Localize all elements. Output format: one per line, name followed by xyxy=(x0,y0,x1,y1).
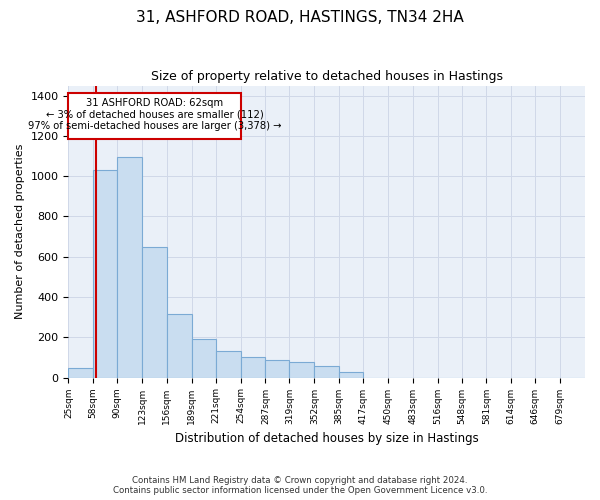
Bar xyxy=(265,360,289,378)
Text: 97% of semi-detached houses are larger (3,378) →: 97% of semi-detached houses are larger (… xyxy=(28,121,281,131)
Bar xyxy=(117,157,142,378)
Bar xyxy=(93,170,117,378)
Bar xyxy=(241,358,265,378)
Title: Size of property relative to detached houses in Hastings: Size of property relative to detached ho… xyxy=(151,70,503,83)
Y-axis label: Number of detached properties: Number of detached properties xyxy=(15,144,25,320)
Bar xyxy=(68,92,241,139)
Bar xyxy=(167,314,192,378)
Bar xyxy=(142,246,167,378)
Text: Contains HM Land Registry data © Crown copyright and database right 2024.
Contai: Contains HM Land Registry data © Crown c… xyxy=(113,476,487,495)
Bar xyxy=(339,372,363,378)
Bar xyxy=(289,362,314,378)
Bar xyxy=(216,352,241,378)
Bar xyxy=(314,366,339,378)
Text: 31, ASHFORD ROAD, HASTINGS, TN34 2HA: 31, ASHFORD ROAD, HASTINGS, TN34 2HA xyxy=(136,10,464,25)
Text: 31 ASHFORD ROAD: 62sqm: 31 ASHFORD ROAD: 62sqm xyxy=(86,98,223,108)
Text: ← 3% of detached houses are smaller (112): ← 3% of detached houses are smaller (112… xyxy=(46,110,263,120)
Bar xyxy=(68,368,93,378)
Bar xyxy=(192,340,216,378)
X-axis label: Distribution of detached houses by size in Hastings: Distribution of detached houses by size … xyxy=(175,432,479,445)
